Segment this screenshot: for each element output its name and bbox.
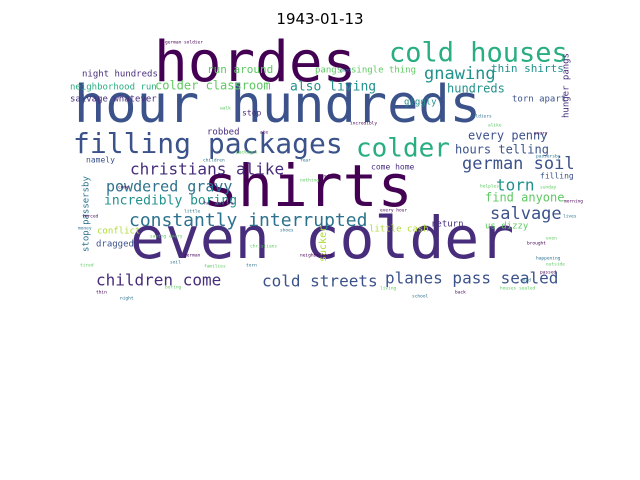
word-robbed: robbed — [207, 128, 240, 138]
small-word: lives — [563, 214, 577, 220]
small-word: school — [412, 294, 429, 300]
word-hordes: hordes — [154, 30, 356, 95]
small-word: shoes — [280, 228, 294, 234]
small-word: find — [318, 174, 329, 180]
word-hour-hundreds: hour hundreds — [74, 75, 481, 135]
small-word: boring — [165, 285, 182, 291]
small-word: night — [120, 296, 134, 302]
small-word: german — [184, 254, 201, 259]
word-planes-pass-sealed: planes pass sealed — [385, 269, 558, 288]
small-word: houses sealed — [500, 286, 536, 292]
word-return: return — [431, 220, 464, 230]
word-sucker: sucker — [318, 226, 329, 262]
small-word: every hour — [380, 208, 407, 214]
word-gnawing: gnawing — [424, 64, 496, 84]
word-even-colder: even colder — [130, 204, 514, 272]
small-word: incredibly — [350, 121, 377, 127]
small-word: brought — [527, 241, 546, 247]
small-word: living — [380, 286, 397, 292]
small-word: happening — [536, 256, 561, 262]
small-word: helpless — [480, 184, 502, 190]
small-word: packages — [236, 150, 258, 156]
word-stop-passersby: stop passersby — [82, 176, 92, 252]
word-dragged: dragged — [96, 240, 134, 250]
word-neighborhood-run: neighborhood run — [70, 83, 157, 93]
small-word: good — [340, 68, 351, 74]
small-word: come — [118, 186, 129, 191]
word-cold-streets: cold streets — [262, 272, 378, 291]
word-christians-alike: christians alike — [130, 160, 284, 179]
word-hours-telling: hours telling — [455, 143, 549, 157]
small-word: sunday — [540, 185, 557, 191]
small-word: passersby — [536, 154, 561, 160]
word-cold-houses: cold houses — [389, 38, 568, 69]
small-word: every — [534, 132, 548, 137]
small-word: nothing — [300, 178, 319, 184]
word-torn: torn — [496, 176, 535, 195]
small-word: morning — [564, 199, 583, 205]
word-hundreds: hundreds — [447, 82, 505, 96]
small-word: children — [203, 158, 225, 164]
word-hunger-pangs: hunger pangs — [562, 53, 572, 118]
word-filling: filling — [540, 172, 574, 181]
word-colder: colder — [356, 134, 450, 164]
word-thin-shirts: thin shirts — [491, 62, 564, 75]
word-colder-classroom: colder classroom — [155, 79, 271, 93]
small-word: neighborhood — [300, 253, 333, 259]
word-torn-apart: torn apart — [512, 95, 566, 105]
small-word: torn — [246, 263, 257, 269]
word-night-hundreds: night hundreds — [82, 70, 158, 80]
word-single-thing: single thing — [351, 66, 416, 76]
word-come-home: come home — [371, 163, 415, 172]
word-filling-packages: filling packages — [73, 127, 343, 160]
word-run-around: run around — [207, 63, 273, 76]
word-little-cash: little cash — [369, 225, 429, 235]
small-word: forced — [82, 214, 99, 220]
small-word: money — [78, 227, 92, 232]
small-word: back — [455, 290, 466, 296]
word-find-anyone: find anyone — [485, 191, 564, 205]
small-word: fear — [300, 158, 311, 164]
word-salvage: salvage — [490, 204, 562, 224]
small-word: cold — [520, 278, 531, 284]
small-word: outside — [546, 262, 565, 268]
small-word: help others — [204, 201, 234, 207]
word-every-penny: every penny — [468, 129, 547, 143]
small-word: soldiers — [470, 114, 492, 120]
small-word: ate — [260, 130, 268, 136]
word-shirts: shirts — [203, 152, 413, 220]
word-also-living: also living — [290, 80, 376, 95]
word-german-soil: german soil — [462, 154, 575, 174]
word-namely: namely — [86, 156, 115, 165]
small-word: even — [546, 237, 557, 242]
small-word: german soldier — [165, 40, 203, 46]
word-us-dizzy: us dizzy — [485, 222, 529, 232]
small-word: little — [184, 209, 201, 215]
small-word: tired — [80, 263, 94, 269]
small-word: alike — [488, 123, 502, 129]
word-incredibly-boring: incredibly boring — [104, 194, 237, 209]
small-word: families — [204, 264, 226, 270]
word-conflict: conflict — [97, 227, 140, 237]
word-giggly: giggly — [404, 98, 437, 108]
word-stop: stop — [242, 109, 261, 118]
small-word: saving every — [150, 234, 183, 240]
small-word: walk — [220, 106, 231, 112]
word-constantly-interrupted: constantly interrupted — [129, 210, 367, 231]
small-word: thin — [96, 290, 107, 296]
small-word: passed — [540, 270, 557, 276]
chart-title: 1943-01-13 — [276, 10, 364, 28]
word-powdered-gravy: powdered gravy — [106, 178, 232, 196]
word-salvage-whatever: salvage whatever — [70, 95, 157, 105]
small-word: soil — [170, 260, 181, 266]
word-pangs: pangs — [315, 66, 342, 76]
word-children-come: children come — [96, 271, 221, 290]
small-word: christians — [250, 244, 277, 250]
